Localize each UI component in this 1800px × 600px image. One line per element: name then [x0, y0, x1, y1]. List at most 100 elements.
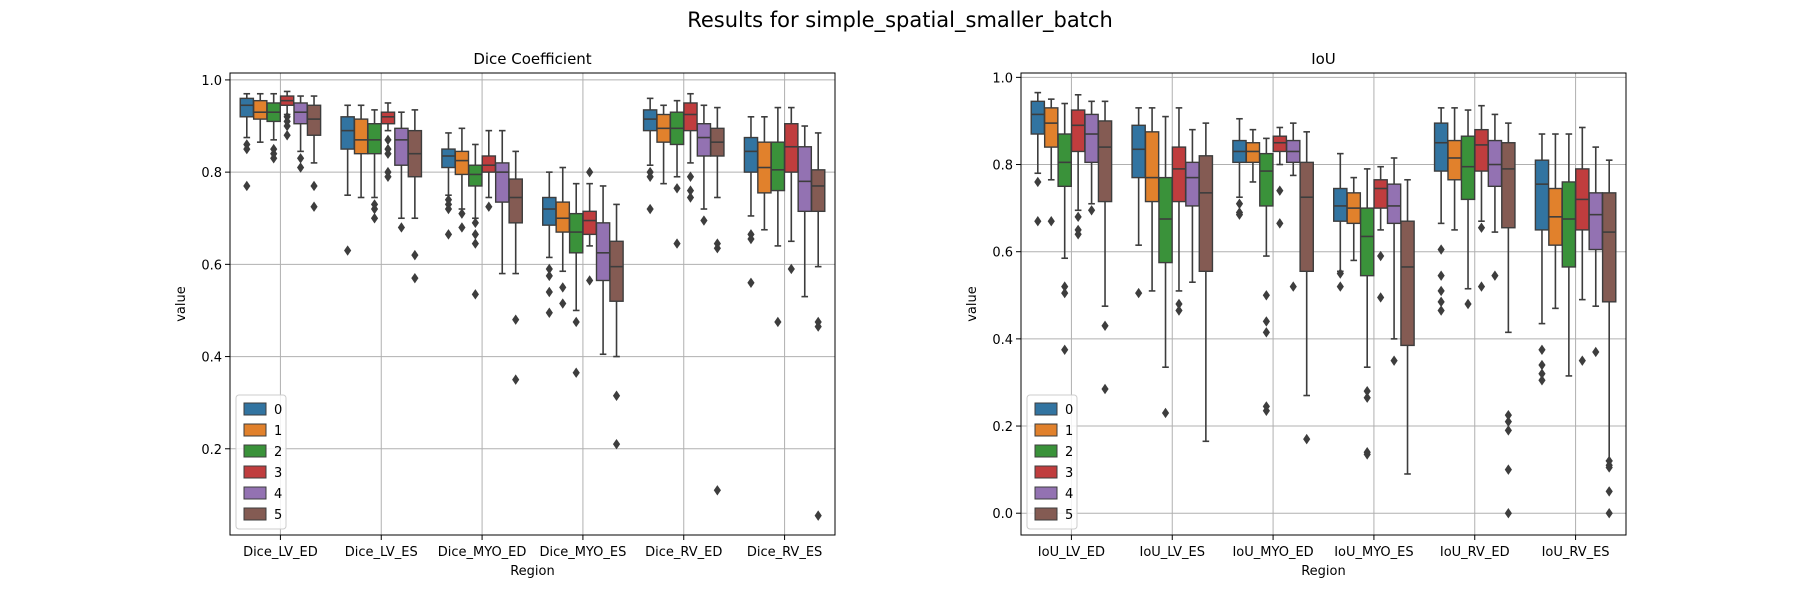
box-Dice_RV_ED-3 — [683, 92, 698, 203]
outlier-point — [747, 233, 755, 245]
box-iqr — [1158, 176, 1173, 264]
outlier-point — [1592, 346, 1600, 358]
outlier-point — [612, 390, 621, 401]
box-iqr — [380, 111, 396, 125]
box-iqr — [1245, 142, 1261, 164]
x-tick-label: Dice_RV_ES — [747, 545, 822, 560]
outlier-point — [1235, 198, 1244, 209]
box-iqr — [1299, 161, 1314, 273]
box-iqr — [441, 148, 456, 169]
outlier-point — [559, 282, 567, 293]
box-iqr — [239, 97, 255, 118]
box-Dice_LV_ED-4 — [293, 95, 308, 173]
box-IoU_LV_ES-4 — [1185, 128, 1200, 284]
box-IoU_RV_ED-2 — [1460, 109, 1476, 310]
legend-swatch — [1034, 465, 1058, 479]
x-tick-label: IoU_LV_ED — [1038, 545, 1105, 560]
outlier-point — [1175, 298, 1183, 310]
outlier-point — [283, 120, 291, 132]
box-iqr — [797, 146, 813, 213]
outlier-point — [545, 286, 553, 298]
y-tick-label: 0.0 — [992, 507, 1013, 522]
box-IoU_MYO_ES-2 — [1359, 168, 1375, 460]
box-Dice_LV_ED-0 — [239, 92, 255, 192]
legend-label: 1 — [1065, 424, 1073, 439]
outlier-point — [1074, 229, 1082, 240]
outlier-point — [444, 229, 453, 240]
y-tick-label: 1.0 — [992, 71, 1013, 86]
box-Dice_MYO_ED-5 — [508, 150, 523, 385]
outlier-point — [1504, 508, 1512, 519]
outlier-point — [559, 298, 567, 309]
legend-label: 5 — [274, 508, 282, 523]
legend-swatch — [1034, 486, 1058, 500]
outlier-point — [384, 134, 392, 146]
box-IoU_LV_ED-3 — [1070, 93, 1086, 240]
box-iqr — [1333, 187, 1348, 222]
box-Dice_LV_ED-5 — [306, 95, 322, 212]
legend-label: 2 — [274, 445, 282, 460]
outlier-point — [1464, 298, 1472, 310]
box-iqr — [252, 99, 268, 120]
box-iqr — [1460, 135, 1476, 201]
legend-label: 0 — [274, 403, 282, 418]
box-iqr — [1057, 133, 1072, 188]
box-IoU_LV_ES-1 — [1144, 107, 1160, 292]
outlier-point — [310, 201, 318, 212]
box-Dice_RV_ES-0 — [743, 116, 759, 288]
box-iqr — [1474, 128, 1489, 172]
box-Dice_MYO_ES-1 — [555, 166, 571, 309]
box-Dice_MYO_ES-0 — [542, 171, 557, 318]
outlier-point — [814, 510, 822, 521]
legend-label: 1 — [274, 424, 282, 439]
box-Dice_LV_ED-2 — [266, 92, 281, 164]
x-axis: Dice_LV_ED Dice_LV_ES Dice_MYO_ED Dice_MYO_… — [243, 535, 822, 560]
outlier-point — [1061, 344, 1069, 355]
outlier-point — [1538, 344, 1546, 355]
outlier-point — [1034, 176, 1042, 188]
outlier-point — [1336, 268, 1344, 279]
box-Dice_LV_ES-5 — [407, 109, 423, 284]
legend-item-4: 4 — [1034, 486, 1073, 502]
outlier-point — [243, 143, 251, 155]
box-IoU_RV_ED-1 — [1447, 107, 1462, 231]
outlier-point — [1538, 375, 1546, 386]
legend-swatch — [243, 423, 267, 437]
outlier-point — [713, 243, 721, 254]
legend-label: 3 — [274, 466, 282, 481]
y-tick-label: 0.8 — [992, 159, 1013, 174]
outlier-point — [673, 238, 681, 249]
box-iqr — [394, 127, 409, 166]
outlier-point — [700, 215, 708, 226]
outlier-point — [1477, 281, 1486, 292]
y-axis: 0.2 0.4 0.6 0.8 1.0 — [201, 74, 230, 458]
outlier-point — [458, 208, 466, 219]
outlier-point — [545, 270, 553, 282]
outlier-point — [1061, 281, 1069, 292]
outlier-point — [646, 203, 654, 215]
outlier-point — [787, 263, 795, 275]
outlier-point — [471, 217, 479, 229]
box-iqr — [481, 155, 497, 173]
outlier-point — [1087, 205, 1096, 216]
outlier-point — [1262, 290, 1270, 301]
outlier-point — [1504, 409, 1512, 421]
outlier-point — [1161, 407, 1170, 419]
box-iqr — [810, 169, 826, 213]
outlier-point — [1262, 316, 1270, 327]
box-IoU_MYO_ED-4 — [1285, 122, 1301, 292]
grid — [1021, 73, 1626, 535]
box-Dice_RV_ED-4 — [696, 104, 712, 226]
box-Dice_MYO_ED-0 — [441, 132, 456, 240]
outlier-point — [1538, 359, 1546, 371]
box-iqr — [1534, 159, 1550, 231]
outlier-point — [1262, 327, 1270, 338]
outlier-point — [1034, 215, 1042, 227]
outlier-point — [646, 171, 654, 182]
outlier-point — [471, 238, 479, 249]
box-IoU_LV_ES-0 — [1131, 107, 1146, 299]
outlier-point — [572, 367, 580, 378]
box-Dice_MYO_ED-4 — [494, 129, 510, 275]
outlier-point — [1504, 416, 1512, 427]
